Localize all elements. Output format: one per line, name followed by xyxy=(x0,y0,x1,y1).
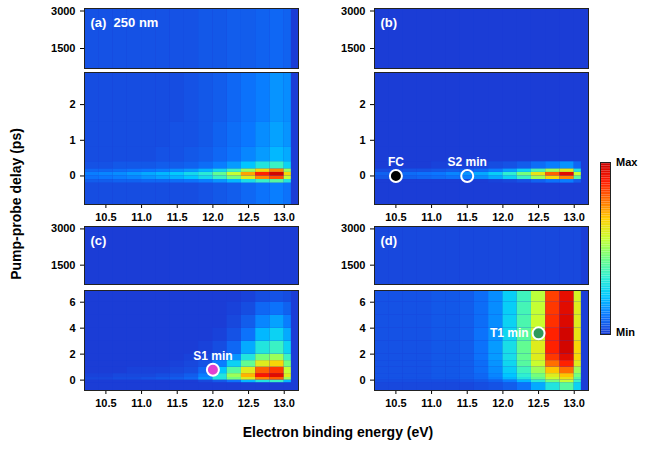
svg-text:T1 min: T1 min xyxy=(490,326,529,340)
svg-text:4: 4 xyxy=(69,322,76,334)
svg-text:12.0: 12.0 xyxy=(202,397,223,409)
html-text:Max: Max xyxy=(616,156,638,168)
svg-text:(c): (c) xyxy=(91,233,107,248)
svg-text:6: 6 xyxy=(69,296,75,308)
svg-text:2: 2 xyxy=(69,348,75,360)
html-text:Min: Min xyxy=(616,326,635,338)
svg-text:12.5: 12.5 xyxy=(238,211,259,223)
svg-text:S1 min: S1 min xyxy=(193,349,232,363)
svg-text:S2 min: S2 min xyxy=(448,155,487,169)
svg-text:12.0: 12.0 xyxy=(492,211,513,223)
svg-text:12.5: 12.5 xyxy=(528,397,549,409)
svg-text:12.0: 12.0 xyxy=(492,397,513,409)
svg-text:13.0: 13.0 xyxy=(564,397,585,409)
svg-text:10.5: 10.5 xyxy=(385,211,406,223)
svg-text:11.0: 11.0 xyxy=(421,211,442,223)
svg-text:10.5: 10.5 xyxy=(95,397,116,409)
svg-text:11.0: 11.0 xyxy=(421,397,442,409)
svg-text:1500: 1500 xyxy=(341,42,365,54)
svg-text:(d): (d) xyxy=(381,233,398,248)
svg-text:11.5: 11.5 xyxy=(457,397,478,409)
html-text:Electron binding energy (eV): Electron binding energy (eV) xyxy=(242,424,434,440)
svg-text:2: 2 xyxy=(359,348,365,360)
svg-text:13.0: 13.0 xyxy=(274,211,295,223)
svg-text:3000: 3000 xyxy=(51,222,75,234)
svg-text:(a) 250 nm: (a) 250 nm xyxy=(91,15,159,30)
svg-text:3000: 3000 xyxy=(341,222,365,234)
svg-text:0: 0 xyxy=(69,374,75,386)
svg-text:2: 2 xyxy=(359,98,365,110)
svg-text:10.5: 10.5 xyxy=(385,397,406,409)
svg-text:2: 2 xyxy=(69,98,75,110)
svg-text:13.0: 13.0 xyxy=(274,397,295,409)
svg-text:0: 0 xyxy=(69,169,75,181)
svg-text:FC: FC xyxy=(388,155,404,169)
svg-text:1: 1 xyxy=(69,134,75,146)
svg-text:12.0: 12.0 xyxy=(202,211,223,223)
svg-text:0: 0 xyxy=(359,169,365,181)
svg-text:1: 1 xyxy=(359,134,365,146)
svg-text:1500: 1500 xyxy=(51,42,75,54)
svg-text:10.5: 10.5 xyxy=(95,211,116,223)
svg-text:11.5: 11.5 xyxy=(457,211,478,223)
svg-text:1500: 1500 xyxy=(341,259,365,271)
svg-text:(b): (b) xyxy=(381,15,398,30)
svg-text:12.5: 12.5 xyxy=(238,397,259,409)
svg-text:3000: 3000 xyxy=(341,5,365,17)
svg-text:6: 6 xyxy=(359,296,365,308)
svg-text:12.5: 12.5 xyxy=(528,211,549,223)
svg-text:11.5: 11.5 xyxy=(167,211,188,223)
svg-text:11.0: 11.0 xyxy=(131,397,152,409)
svg-text:0: 0 xyxy=(359,374,365,386)
svg-text:3000: 3000 xyxy=(51,5,75,17)
svg-text:11.0: 11.0 xyxy=(131,211,152,223)
svg-text:4: 4 xyxy=(359,322,366,334)
svg-text:13.0: 13.0 xyxy=(564,211,585,223)
html-text:Pump-probe delay (ps): Pump-probe delay (ps) xyxy=(8,128,24,280)
svg-text:11.5: 11.5 xyxy=(167,397,188,409)
svg-text:1500: 1500 xyxy=(51,259,75,271)
